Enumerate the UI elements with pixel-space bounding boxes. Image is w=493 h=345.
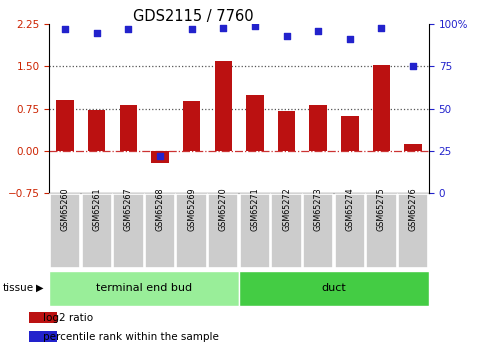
- FancyBboxPatch shape: [240, 194, 270, 268]
- Bar: [56, 100, 74, 151]
- Point: [314, 28, 322, 34]
- FancyBboxPatch shape: [303, 194, 333, 268]
- Text: GSM65273: GSM65273: [314, 188, 323, 231]
- Text: GSM65275: GSM65275: [377, 187, 386, 231]
- Bar: [278, 111, 295, 151]
- Text: GSM65269: GSM65269: [187, 188, 196, 231]
- Text: GSM65271: GSM65271: [250, 188, 259, 231]
- Bar: [29, 331, 57, 342]
- Text: percentile rank within the sample: percentile rank within the sample: [43, 332, 219, 342]
- Text: GSM65276: GSM65276: [409, 188, 418, 231]
- FancyBboxPatch shape: [271, 194, 302, 268]
- FancyBboxPatch shape: [208, 194, 239, 268]
- Point: [251, 23, 259, 29]
- Text: GSM65272: GSM65272: [282, 187, 291, 231]
- FancyBboxPatch shape: [335, 194, 365, 268]
- Text: GSM65267: GSM65267: [124, 188, 133, 231]
- Point: [346, 37, 354, 42]
- Bar: [120, 105, 137, 151]
- FancyBboxPatch shape: [145, 194, 175, 268]
- Text: GSM65261: GSM65261: [92, 188, 101, 231]
- Point: [282, 33, 290, 39]
- Text: log2 ratio: log2 ratio: [43, 313, 93, 323]
- FancyBboxPatch shape: [50, 194, 80, 268]
- Point: [124, 27, 132, 32]
- Bar: [341, 116, 358, 151]
- Bar: [151, 151, 169, 163]
- FancyBboxPatch shape: [398, 194, 428, 268]
- FancyBboxPatch shape: [49, 270, 239, 306]
- Text: terminal end bud: terminal end bud: [96, 283, 192, 293]
- Point: [156, 153, 164, 159]
- Point: [188, 27, 196, 32]
- Bar: [373, 65, 390, 151]
- FancyBboxPatch shape: [366, 194, 397, 268]
- Bar: [29, 312, 57, 323]
- Point: [219, 25, 227, 30]
- FancyBboxPatch shape: [113, 194, 143, 268]
- Bar: [310, 105, 327, 151]
- Text: GSM65260: GSM65260: [61, 188, 70, 231]
- Text: GSM65270: GSM65270: [219, 188, 228, 231]
- FancyBboxPatch shape: [81, 194, 112, 268]
- Text: GDS2115 / 7760: GDS2115 / 7760: [133, 9, 254, 23]
- Point: [378, 25, 386, 30]
- Text: tissue: tissue: [2, 283, 34, 293]
- Bar: [214, 61, 232, 151]
- Bar: [246, 95, 264, 151]
- Text: GSM65274: GSM65274: [345, 188, 354, 231]
- Text: duct: duct: [321, 283, 347, 293]
- Point: [409, 63, 417, 69]
- Bar: [404, 144, 422, 151]
- Bar: [88, 110, 106, 151]
- FancyBboxPatch shape: [239, 270, 429, 306]
- FancyBboxPatch shape: [176, 194, 207, 268]
- Point: [61, 27, 69, 32]
- Bar: [183, 101, 200, 151]
- Text: GSM65268: GSM65268: [155, 188, 165, 231]
- Point: [93, 30, 101, 35]
- Text: ▶: ▶: [36, 283, 43, 293]
